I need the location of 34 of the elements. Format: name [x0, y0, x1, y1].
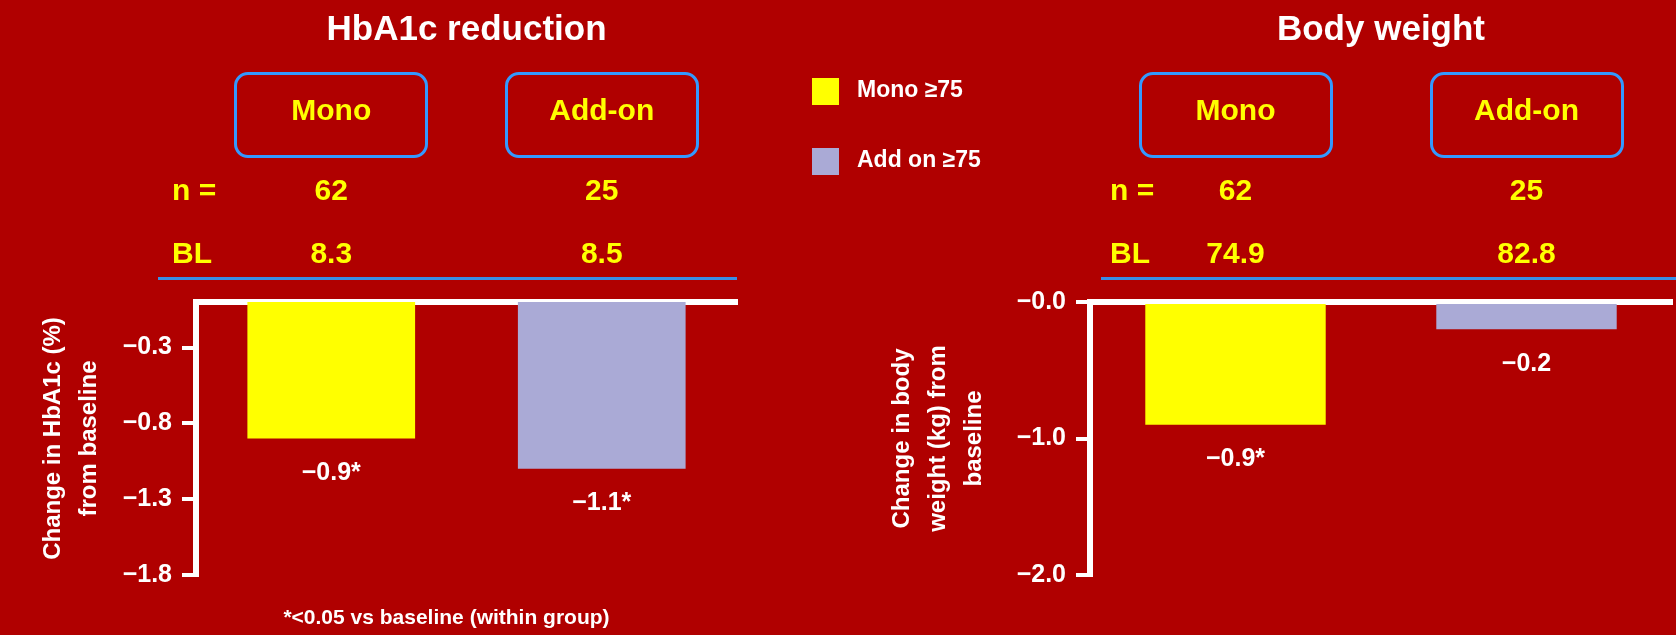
text: n = — [172, 173, 217, 207]
text: 62 — [314, 173, 348, 207]
chart-title: HbA1c reduction — [326, 7, 607, 47]
text: 8.5 — [580, 236, 623, 270]
text: 25 — [1509, 173, 1544, 207]
text: BL — [1110, 236, 1150, 270]
y-tick-label: −2.0 — [1016, 558, 1066, 587]
data-label: −1.1* — [572, 487, 632, 516]
text: BL — [172, 236, 212, 270]
y-tick-label: −1.3 — [122, 483, 172, 512]
y-axis-title: Change in body weight (kg) from baseline — [886, 345, 986, 533]
y-tick-label: −1.0 — [1016, 422, 1066, 451]
y-axis-title: Change in HbA1c (%) from baseline — [37, 317, 101, 560]
data-label: −0.9* — [1205, 443, 1266, 472]
y-tick-label: −0.8 — [122, 407, 173, 436]
text: 8.3 — [310, 236, 353, 270]
x-tick-label: Add-on — [549, 93, 655, 127]
text: 62 — [1218, 173, 1253, 207]
text: 74.9 — [1206, 236, 1265, 270]
data-label: −0.2 — [1501, 347, 1552, 376]
x-tick-label: Mono — [1195, 93, 1276, 127]
y-tick-label: −1.8 — [122, 558, 173, 587]
legend-label: Add on ≥75 — [857, 146, 981, 173]
text: 25 — [585, 173, 619, 207]
text: 82.8 — [1497, 236, 1556, 270]
data-label: −0.9* — [301, 456, 362, 485]
y-tick-label: −0.3 — [122, 331, 172, 360]
legend-label: Mono ≥75 — [857, 76, 964, 103]
text: *<0.05 vs baseline (within group) — [283, 604, 610, 628]
chart-title: Body weight — [1276, 7, 1486, 47]
x-tick-label: Add-on — [1474, 93, 1579, 127]
x-tick-label: Mono — [291, 93, 372, 127]
text: n = — [1110, 173, 1155, 207]
y-tick-label: −0.0 — [1016, 285, 1066, 314]
